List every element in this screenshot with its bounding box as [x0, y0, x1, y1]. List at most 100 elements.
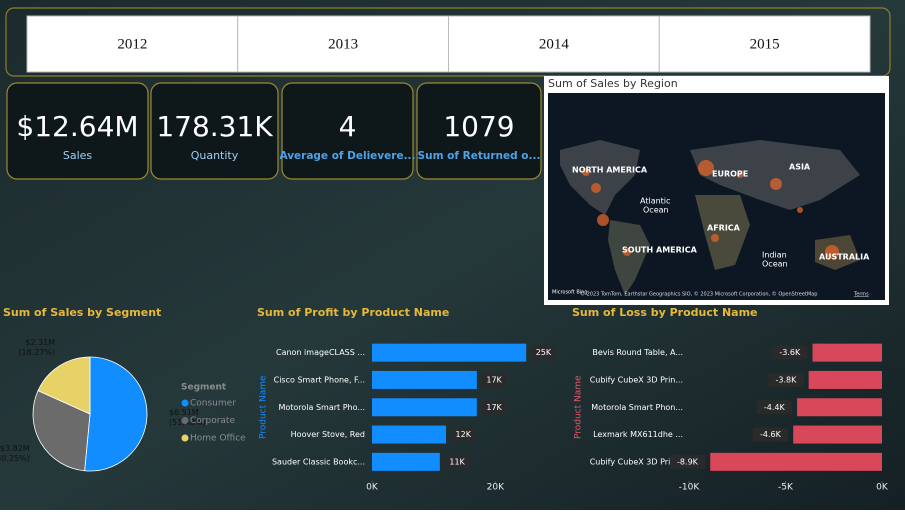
map-logo: Microsoft Bing — [552, 290, 588, 296]
year-button[interactable] — [448, 15, 660, 73]
bubble — [737, 172, 743, 178]
land — [608, 220, 650, 295]
map-label: Atlantic — [640, 197, 670, 206]
y-axis-title: Product Name — [259, 375, 269, 439]
pie-slice — [84, 356, 148, 472]
map-label: Ocean — [762, 260, 788, 269]
bar — [797, 398, 882, 417]
value-label-box — [451, 427, 476, 442]
year-button[interactable] — [658, 15, 871, 73]
bubble — [825, 245, 839, 259]
bar — [710, 452, 882, 471]
year-label: 2014 — [539, 36, 570, 52]
pie-value-label: $3.82M — [0, 444, 30, 453]
land — [560, 140, 640, 215]
bubble — [623, 248, 631, 256]
value-label-box — [481, 400, 507, 415]
value-label: -4.4K — [764, 403, 786, 412]
legend-label: Consumer — [190, 399, 236, 409]
bubble — [797, 207, 803, 213]
y-axis-title: Product Name — [574, 375, 584, 439]
pie-percent-label: (18.27%) — [18, 348, 55, 357]
value-label: -4.6K — [760, 430, 782, 439]
value-label-box — [531, 345, 556, 360]
map-label: Indian — [762, 251, 787, 260]
bar — [793, 425, 882, 444]
bubble — [582, 168, 590, 176]
kpi-value: 178.31K — [156, 110, 273, 143]
kpi-label: Sum of Returned o... — [418, 150, 541, 162]
value-label-box — [772, 345, 808, 360]
map-label: Ocean — [643, 206, 669, 215]
category-label: Motorola Smart Phon... — [591, 403, 683, 412]
kpi-card — [150, 82, 279, 180]
chart-title: Sum of Sales by Segment — [3, 306, 161, 319]
bar — [372, 452, 440, 471]
legend-marker — [181, 434, 189, 442]
bubble — [711, 234, 719, 242]
bar — [372, 398, 477, 417]
x-tick-label: 0K — [876, 483, 889, 493]
year-label: 2013 — [328, 36, 358, 52]
map-title: Sum of Sales by Region — [548, 77, 678, 90]
map-label: AUSTRALIA — [819, 253, 870, 262]
land — [690, 140, 860, 210]
kpi-card — [6, 82, 149, 180]
map-label: AFRICA — [707, 224, 741, 233]
value-label: 11K — [449, 457, 465, 466]
value-label-box — [768, 372, 804, 387]
pie-percent-label: (30.25%) — [0, 454, 30, 463]
value-label: -3.6K — [779, 348, 801, 357]
value-label-box — [444, 454, 470, 469]
bar — [372, 370, 477, 389]
value-label-box — [756, 400, 793, 415]
land — [695, 195, 750, 270]
bubble — [770, 178, 782, 190]
year-label: 2015 — [750, 36, 780, 52]
value-label: 25K — [536, 348, 552, 357]
kpi-value: 1079 — [443, 110, 514, 143]
bubble — [591, 183, 601, 193]
value-label-box — [752, 427, 789, 442]
slicer-frame — [5, 7, 891, 77]
bar — [812, 343, 882, 362]
bar — [372, 425, 446, 444]
map: NORTH AMERICA EUROPE ASIA Atlantic Ocean… — [548, 93, 885, 300]
category-label: Lexmark MX611dhe ... — [593, 430, 683, 439]
value-label: 17K — [486, 375, 502, 384]
map-label: EUROPE — [712, 170, 748, 179]
year-button[interactable] — [26, 15, 239, 73]
chart-title: Sum of Profit by Product Name — [257, 306, 449, 319]
legend-label: Corporate — [190, 416, 235, 426]
value-label: -8.9K — [677, 457, 699, 466]
bubble — [698, 160, 714, 176]
category-label: Canon imageCLASS ... — [276, 348, 365, 357]
category-label: Cubify CubeX 3D Prin... — [590, 375, 683, 384]
legend-marker — [181, 417, 189, 424]
chart-title: Sum of Loss by Product Name — [572, 306, 758, 319]
x-tick-label: -10K — [679, 483, 701, 493]
map-terms[interactable]: Terms — [853, 292, 869, 298]
value-label: -3.8K — [775, 375, 797, 384]
kpi-value: $12.64M — [16, 110, 138, 143]
year-button[interactable] — [237, 15, 449, 73]
value-label-box — [481, 372, 507, 387]
map-label: NORTH AMERICA — [572, 166, 648, 175]
value-label: 12K — [456, 430, 472, 439]
pie-value-label: $2.31M — [25, 338, 55, 347]
kpi-label: Average of Delievere... — [279, 150, 415, 162]
kpi-label: Sales — [63, 149, 93, 162]
bar — [808, 370, 882, 389]
map-label: SOUTH AMERICA — [622, 246, 698, 255]
bubble — [597, 214, 609, 226]
map-attribution: © 2023 TomTom, Earthstar Geographics SIO… — [580, 291, 817, 298]
value-label-box — [669, 454, 706, 469]
category-label: Bevis Round Table, A... — [592, 348, 683, 357]
pie-value-label: $6.51M — [169, 408, 199, 417]
x-tick-label: 0K — [366, 483, 379, 493]
x-tick-label: -5K — [778, 483, 794, 493]
category-label: Sauder Classic Bookc... — [272, 457, 365, 466]
value-label: 17K — [486, 403, 502, 412]
